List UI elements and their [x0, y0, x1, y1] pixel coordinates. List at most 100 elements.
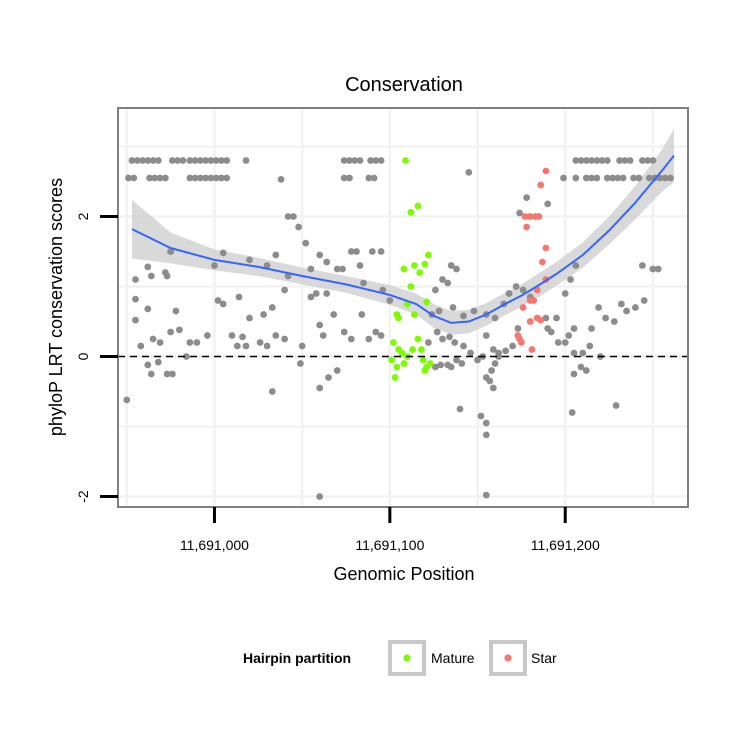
- data-point-other: [146, 174, 154, 182]
- data-point-other: [307, 293, 315, 301]
- data-point-other: [447, 262, 455, 269]
- data-point-other: [154, 358, 162, 366]
- data-point-other: [630, 174, 637, 182]
- data-point-other: [621, 157, 629, 164]
- data-point-other: [451, 339, 459, 346]
- data-point-other: [284, 213, 292, 220]
- data-point-other: [595, 304, 602, 311]
- data-point-other: [139, 157, 147, 164]
- data-point-other: [386, 297, 394, 304]
- data-point-other: [156, 339, 164, 346]
- data-point-other: [223, 174, 231, 182]
- data-point-other: [149, 335, 157, 343]
- data-point-other: [582, 157, 590, 164]
- data-point-other: [577, 363, 585, 371]
- data-point-other: [132, 295, 139, 303]
- data-point-other: [616, 157, 623, 164]
- data-point-other: [132, 276, 139, 283]
- data-point-other: [179, 157, 187, 164]
- data-point-other: [593, 174, 601, 182]
- data-point-other: [319, 332, 327, 339]
- data-point-other: [505, 290, 513, 297]
- data-point-other: [377, 332, 385, 339]
- data-point-other: [123, 396, 131, 404]
- data-point-other: [433, 328, 441, 336]
- data-point-star: [521, 213, 529, 220]
- data-point-mature: [407, 283, 415, 290]
- legend-marker-mature: [403, 654, 411, 662]
- y-tick-label: 2: [75, 212, 91, 220]
- data-point-star: [542, 244, 550, 252]
- data-point-mature: [421, 260, 429, 268]
- data-point-other: [340, 157, 348, 164]
- data-point-other: [346, 174, 353, 182]
- data-point-other: [167, 248, 175, 255]
- data-point-other: [453, 265, 460, 273]
- data-point-other: [588, 325, 595, 332]
- data-point-other: [453, 356, 460, 364]
- data-point-other: [207, 157, 215, 164]
- data-point-other: [425, 339, 432, 346]
- data-point-other: [281, 286, 288, 294]
- data-point-other: [565, 332, 573, 339]
- data-point-other: [370, 174, 378, 182]
- data-point-other: [619, 174, 627, 182]
- data-point-mature: [425, 251, 432, 259]
- data-point-star: [523, 223, 530, 231]
- data-point-other: [446, 333, 453, 341]
- data-point-other: [372, 157, 380, 164]
- data-point-other: [553, 314, 560, 322]
- data-point-other: [340, 174, 348, 182]
- plot-panel-border: [117, 107, 689, 508]
- data-point-other: [570, 349, 578, 357]
- data-point-other: [323, 258, 331, 266]
- data-point-other: [197, 174, 204, 182]
- data-point-other: [219, 300, 227, 308]
- data-point-other: [281, 335, 288, 343]
- data-point-other: [174, 157, 182, 164]
- data-point-mature: [393, 363, 401, 371]
- data-point-other: [347, 248, 355, 255]
- legend-marker-star: [504, 654, 512, 662]
- data-point-other: [144, 157, 152, 164]
- data-point-other: [491, 360, 499, 367]
- data-point-star: [526, 213, 534, 220]
- data-point-other: [460, 312, 467, 320]
- data-point-other: [246, 314, 253, 322]
- data-point-other: [603, 157, 611, 164]
- data-point-mature: [407, 208, 415, 216]
- data-point-other: [219, 249, 227, 257]
- data-point-other: [149, 157, 157, 164]
- data-point-other: [163, 272, 171, 280]
- data-point-other: [186, 157, 194, 164]
- data-point-mature: [400, 265, 408, 273]
- data-point-other: [272, 332, 280, 339]
- data-point-other: [432, 286, 439, 294]
- data-point-other: [242, 342, 250, 350]
- data-point-other: [316, 321, 324, 329]
- data-point-other: [618, 300, 625, 308]
- data-point-other: [297, 360, 304, 367]
- data-point-other: [144, 305, 152, 313]
- data-point-other: [214, 297, 222, 304]
- data-point-mature: [390, 339, 397, 346]
- data-point-other: [316, 251, 324, 259]
- data-point-other: [260, 311, 267, 318]
- data-point-other: [449, 304, 457, 311]
- data-point-other: [547, 328, 555, 336]
- data-point-other: [263, 342, 271, 350]
- data-point-other: [635, 174, 643, 182]
- data-point-other: [649, 157, 657, 164]
- data-point-other: [169, 370, 176, 378]
- data-point-other: [572, 174, 580, 182]
- data-point-other: [347, 335, 355, 343]
- data-point-other: [456, 405, 464, 413]
- data-point-other: [211, 262, 218, 269]
- data-point-other: [144, 361, 152, 369]
- data-point-other: [639, 157, 646, 164]
- data-point-other: [582, 367, 590, 374]
- data-point-other: [639, 262, 646, 269]
- data-point-other: [233, 342, 241, 350]
- data-point-mature: [423, 298, 431, 306]
